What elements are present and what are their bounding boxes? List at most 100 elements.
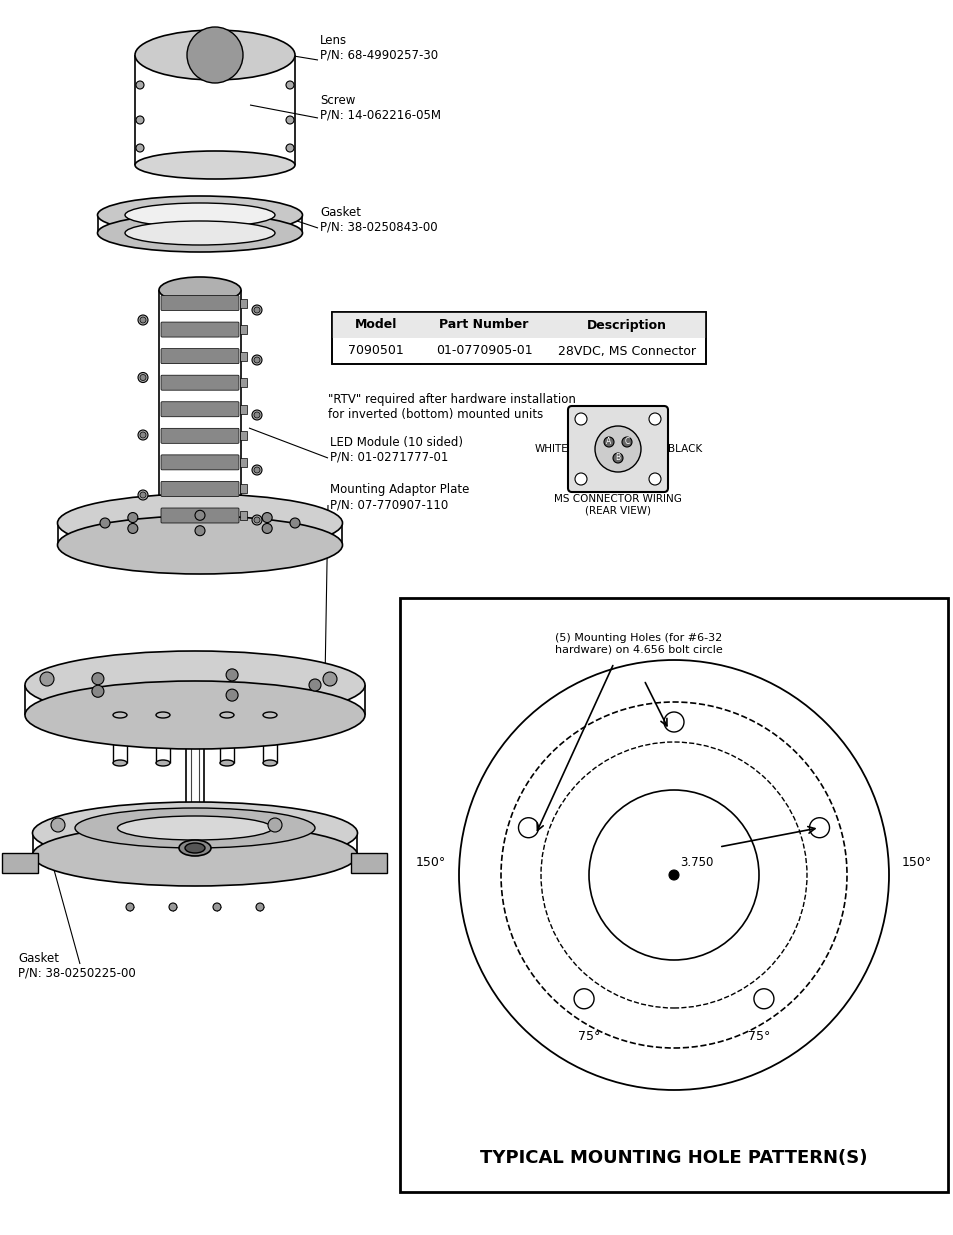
Text: Lens
P/N: 68-4990257-30: Lens P/N: 68-4990257-30 bbox=[319, 35, 437, 62]
Ellipse shape bbox=[125, 221, 274, 245]
Ellipse shape bbox=[57, 494, 342, 552]
Text: C: C bbox=[623, 437, 629, 447]
Ellipse shape bbox=[25, 651, 365, 719]
Circle shape bbox=[140, 432, 146, 438]
Circle shape bbox=[91, 673, 104, 684]
Text: (5) Mounting Holes (for #6-32
hardware) on 4.656 bolt circle: (5) Mounting Holes (for #6-32 hardware) … bbox=[555, 634, 722, 655]
Circle shape bbox=[91, 685, 104, 698]
Ellipse shape bbox=[112, 760, 127, 766]
Bar bbox=[240, 484, 247, 494]
FancyBboxPatch shape bbox=[161, 482, 239, 496]
Circle shape bbox=[140, 317, 146, 324]
Text: Model: Model bbox=[355, 319, 396, 331]
Circle shape bbox=[668, 869, 679, 881]
Bar bbox=[240, 405, 247, 414]
Circle shape bbox=[252, 466, 262, 475]
Circle shape bbox=[253, 412, 260, 417]
Circle shape bbox=[138, 315, 148, 325]
Ellipse shape bbox=[112, 713, 127, 718]
Circle shape bbox=[253, 467, 260, 473]
Ellipse shape bbox=[32, 824, 357, 885]
Text: 7090501: 7090501 bbox=[348, 345, 403, 357]
Bar bbox=[240, 378, 247, 388]
FancyBboxPatch shape bbox=[161, 401, 239, 416]
FancyBboxPatch shape bbox=[161, 295, 239, 310]
Circle shape bbox=[621, 437, 631, 447]
Text: 3.750: 3.750 bbox=[679, 856, 713, 869]
Ellipse shape bbox=[75, 808, 314, 848]
Ellipse shape bbox=[156, 760, 170, 766]
Ellipse shape bbox=[135, 151, 294, 179]
Circle shape bbox=[290, 517, 299, 529]
Circle shape bbox=[252, 515, 262, 525]
FancyBboxPatch shape bbox=[161, 454, 239, 469]
Text: A: A bbox=[606, 437, 611, 447]
Circle shape bbox=[262, 513, 272, 522]
Circle shape bbox=[252, 410, 262, 420]
Circle shape bbox=[100, 517, 110, 529]
Text: TYPICAL MOUNTING HOLE PATTERN(S): TYPICAL MOUNTING HOLE PATTERN(S) bbox=[479, 1149, 867, 1167]
Circle shape bbox=[136, 116, 144, 124]
Circle shape bbox=[138, 430, 148, 440]
Circle shape bbox=[268, 818, 282, 832]
Text: Part Number: Part Number bbox=[438, 319, 528, 331]
Text: B: B bbox=[615, 453, 619, 462]
Circle shape bbox=[574, 989, 594, 1009]
Bar bbox=[351, 853, 387, 873]
Circle shape bbox=[613, 453, 622, 463]
Text: 150°: 150° bbox=[416, 856, 446, 869]
Ellipse shape bbox=[97, 214, 302, 252]
Circle shape bbox=[138, 373, 148, 383]
Text: Mounting Adaptor Plate
P/N: 07-770907-110: Mounting Adaptor Plate P/N: 07-770907-11… bbox=[330, 483, 469, 511]
Text: BLACK: BLACK bbox=[667, 445, 701, 454]
Bar bbox=[240, 325, 247, 333]
Circle shape bbox=[575, 473, 586, 485]
Ellipse shape bbox=[179, 840, 211, 856]
Text: 75°: 75° bbox=[747, 1030, 769, 1044]
Text: Description: Description bbox=[586, 319, 666, 331]
Text: Gasket
P/N: 38-0250225-00: Gasket P/N: 38-0250225-00 bbox=[18, 952, 135, 981]
Bar bbox=[240, 352, 247, 361]
FancyBboxPatch shape bbox=[161, 322, 239, 337]
Circle shape bbox=[262, 524, 272, 534]
Ellipse shape bbox=[32, 802, 357, 864]
Circle shape bbox=[252, 354, 262, 366]
Text: MS CONNECTOR WIRING
(REAR VIEW): MS CONNECTOR WIRING (REAR VIEW) bbox=[554, 494, 681, 515]
Text: Screw
P/N: 14-062216-05M: Screw P/N: 14-062216-05M bbox=[319, 94, 440, 122]
Circle shape bbox=[213, 903, 221, 911]
Circle shape bbox=[128, 524, 137, 534]
Text: 01-0770905-01: 01-0770905-01 bbox=[436, 345, 532, 357]
Bar bbox=[332, 312, 705, 338]
Circle shape bbox=[194, 510, 205, 520]
Ellipse shape bbox=[263, 760, 276, 766]
Circle shape bbox=[648, 412, 660, 425]
Ellipse shape bbox=[220, 713, 233, 718]
Circle shape bbox=[575, 412, 586, 425]
Circle shape bbox=[138, 490, 148, 500]
Circle shape bbox=[136, 144, 144, 152]
Ellipse shape bbox=[25, 680, 365, 748]
Bar bbox=[332, 312, 705, 364]
Ellipse shape bbox=[125, 203, 274, 227]
Text: 75°: 75° bbox=[578, 1030, 599, 1044]
Circle shape bbox=[286, 144, 294, 152]
Text: 28VDC, MS Connector: 28VDC, MS Connector bbox=[558, 345, 696, 357]
Ellipse shape bbox=[135, 30, 294, 80]
Circle shape bbox=[128, 513, 137, 522]
Circle shape bbox=[126, 903, 133, 911]
Circle shape bbox=[323, 672, 336, 685]
Circle shape bbox=[226, 689, 238, 701]
Circle shape bbox=[309, 679, 320, 692]
Ellipse shape bbox=[117, 816, 273, 840]
Bar bbox=[2, 853, 38, 873]
FancyBboxPatch shape bbox=[161, 508, 239, 522]
Ellipse shape bbox=[57, 516, 342, 574]
Circle shape bbox=[194, 526, 205, 536]
Ellipse shape bbox=[156, 713, 170, 718]
Circle shape bbox=[753, 989, 773, 1009]
Text: WHITE: WHITE bbox=[534, 445, 567, 454]
Circle shape bbox=[286, 116, 294, 124]
Circle shape bbox=[169, 903, 177, 911]
Circle shape bbox=[253, 308, 260, 312]
Bar bbox=[240, 299, 247, 308]
